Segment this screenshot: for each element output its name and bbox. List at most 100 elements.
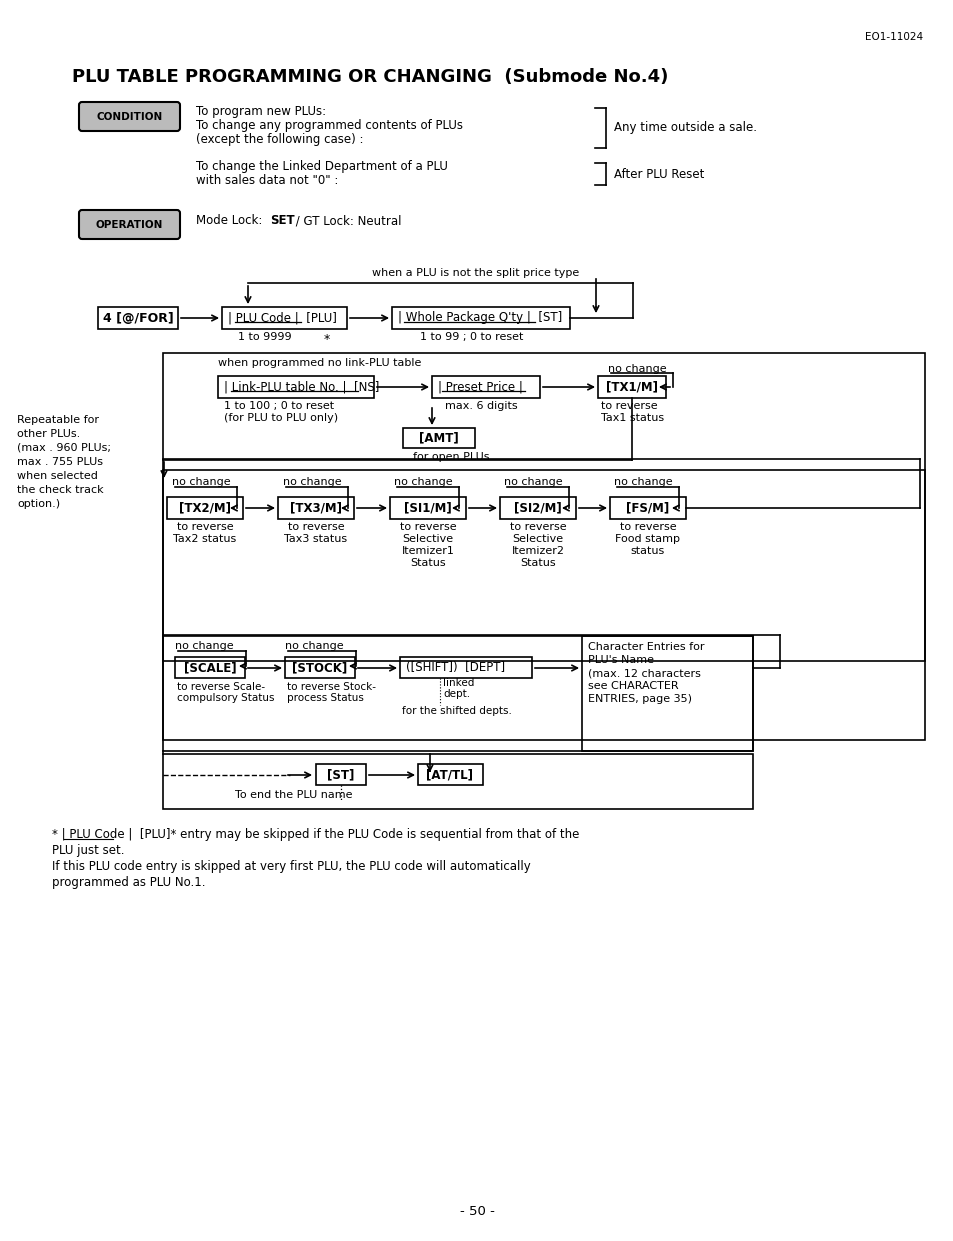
- Text: (except the following case) :: (except the following case) :: [195, 133, 363, 146]
- Text: Status: Status: [519, 558, 556, 568]
- Text: (for PLU to PLU only): (for PLU to PLU only): [224, 413, 337, 423]
- Text: [TX2/M]: [TX2/M]: [179, 501, 231, 515]
- Text: (max . 960 PLUs;: (max . 960 PLUs;: [17, 443, 111, 453]
- Bar: [390, 496, 465, 519]
- Text: Character Entries for: Character Entries for: [587, 642, 703, 652]
- Text: Itemizer1: Itemizer1: [401, 546, 454, 556]
- Text: Selective: Selective: [512, 534, 563, 544]
- Text: To change any programmed contents of PLUs: To change any programmed contents of PLU…: [195, 119, 462, 132]
- Text: | Preset Price |: | Preset Price |: [437, 381, 522, 393]
- FancyBboxPatch shape: [79, 102, 180, 132]
- Text: [FS/M]: [FS/M]: [626, 501, 669, 515]
- Text: max . 755 PLUs: max . 755 PLUs: [17, 457, 103, 467]
- Bar: [499, 496, 576, 519]
- Text: After PLU Reset: After PLU Reset: [614, 168, 703, 181]
- Text: PLU's Name: PLU's Name: [587, 655, 654, 665]
- Text: | PLU Code |  [PLU]: | PLU Code | [PLU]: [228, 311, 336, 324]
- Text: SET: SET: [270, 213, 294, 227]
- Bar: [432, 376, 539, 398]
- Bar: [277, 496, 354, 519]
- Text: no change: no change: [172, 477, 231, 486]
- Bar: [402, 428, 475, 448]
- Text: no change: no change: [283, 477, 341, 486]
- Text: OPERATION: OPERATION: [95, 220, 163, 230]
- Text: CONDITION: CONDITION: [96, 112, 162, 122]
- Text: * | PLU Code |  [PLU]* entry may be skipped if the PLU Code is sequential from t: * | PLU Code | [PLU]* entry may be skipp…: [52, 828, 578, 841]
- Text: PLU just set.: PLU just set.: [52, 844, 125, 858]
- Text: To end the PLU name: To end the PLU name: [234, 791, 352, 800]
- Text: to reverse: to reverse: [619, 522, 676, 532]
- Text: no change: no change: [614, 477, 672, 486]
- Text: to reverse: to reverse: [600, 401, 657, 411]
- Text: no change: no change: [285, 642, 343, 652]
- Bar: [222, 307, 347, 329]
- Text: status: status: [630, 546, 664, 556]
- Text: / GT Lock: Neutral: / GT Lock: Neutral: [292, 213, 401, 227]
- Text: 1 to 99 ; 0 to reset: 1 to 99 ; 0 to reset: [419, 333, 523, 343]
- Bar: [163, 635, 752, 751]
- Text: Status: Status: [410, 558, 445, 568]
- Text: [ST]: [ST]: [327, 768, 355, 782]
- Text: 1 to 9999: 1 to 9999: [237, 333, 292, 343]
- Text: ([SHIFT])  [DEPT]: ([SHIFT]) [DEPT]: [406, 661, 504, 675]
- Text: Any time outside a sale.: Any time outside a sale.: [614, 122, 757, 134]
- Text: process Status: process Status: [287, 692, 363, 702]
- Text: option.): option.): [17, 499, 60, 509]
- Text: 4 [@/FOR]: 4 [@/FOR]: [103, 311, 173, 324]
- Text: To program new PLUs:: To program new PLUs:: [195, 105, 326, 118]
- Bar: [392, 307, 569, 329]
- Text: [TX3/M]: [TX3/M]: [290, 501, 341, 515]
- Bar: [163, 470, 924, 740]
- Text: *: *: [324, 333, 330, 346]
- Text: If this PLU code entry is skipped at very first PLU, the PLU code will automatic: If this PLU code entry is skipped at ver…: [52, 860, 530, 872]
- Text: to reverse: to reverse: [176, 522, 233, 532]
- Text: [STOCK]: [STOCK]: [292, 661, 347, 675]
- Text: the check track: the check track: [17, 485, 104, 495]
- Text: to reverse: to reverse: [509, 522, 566, 532]
- Text: when programmed no link-PLU table: when programmed no link-PLU table: [218, 357, 421, 369]
- Text: Food stamp: Food stamp: [615, 534, 679, 544]
- Text: Tax2 status: Tax2 status: [173, 534, 236, 544]
- Bar: [399, 656, 532, 678]
- Text: for the shifted depts.: for the shifted depts.: [401, 706, 512, 716]
- Bar: [417, 764, 482, 786]
- Bar: [218, 376, 374, 398]
- Text: other PLUs.: other PLUs.: [17, 429, 80, 439]
- Bar: [285, 656, 355, 678]
- Text: to reverse: to reverse: [288, 522, 344, 532]
- Text: dept.: dept.: [442, 689, 470, 699]
- Text: Tax1 status: Tax1 status: [600, 413, 663, 423]
- Text: | Link-PLU table No. |  [NS]: | Link-PLU table No. | [NS]: [224, 381, 379, 393]
- Bar: [598, 376, 665, 398]
- Bar: [98, 307, 178, 329]
- FancyBboxPatch shape: [79, 210, 180, 240]
- Text: EO1-11024: EO1-11024: [864, 32, 923, 42]
- Text: Tax3 status: Tax3 status: [284, 534, 347, 544]
- Text: Itemizer2: Itemizer2: [511, 546, 564, 556]
- Text: see CHARACTER: see CHARACTER: [587, 681, 678, 691]
- Text: [AMT]: [AMT]: [418, 432, 458, 444]
- Text: ENTRIES, page 35): ENTRIES, page 35): [587, 694, 691, 704]
- Text: - 50 -: - 50 -: [459, 1205, 494, 1217]
- Text: | Whole Package Q'ty |  [ST]: | Whole Package Q'ty | [ST]: [397, 311, 561, 324]
- Text: To change the Linked Department of a PLU: To change the Linked Department of a PLU: [195, 160, 447, 172]
- Text: [SI2/M]: [SI2/M]: [514, 501, 561, 515]
- Text: Selective: Selective: [402, 534, 453, 544]
- Text: Mode Lock:: Mode Lock:: [195, 213, 266, 227]
- Text: no change: no change: [503, 477, 562, 486]
- Text: no change: no change: [394, 477, 452, 486]
- Text: to reverse Scale-: to reverse Scale-: [177, 683, 265, 692]
- Text: for open PLUs: for open PLUs: [413, 452, 489, 462]
- Text: [TX1/M]: [TX1/M]: [605, 381, 658, 393]
- Bar: [581, 635, 752, 751]
- Text: 1 to 100 ; 0 to reset: 1 to 100 ; 0 to reset: [224, 401, 334, 411]
- Bar: [609, 496, 685, 519]
- Text: to reverse: to reverse: [399, 522, 456, 532]
- Text: (max. 12 characters: (max. 12 characters: [587, 668, 700, 678]
- Bar: [315, 764, 366, 786]
- Text: linked: linked: [442, 678, 474, 688]
- Text: when selected: when selected: [17, 472, 98, 482]
- Text: [SI1/M]: [SI1/M]: [404, 501, 452, 515]
- Text: no change: no change: [607, 364, 666, 374]
- Bar: [163, 352, 924, 661]
